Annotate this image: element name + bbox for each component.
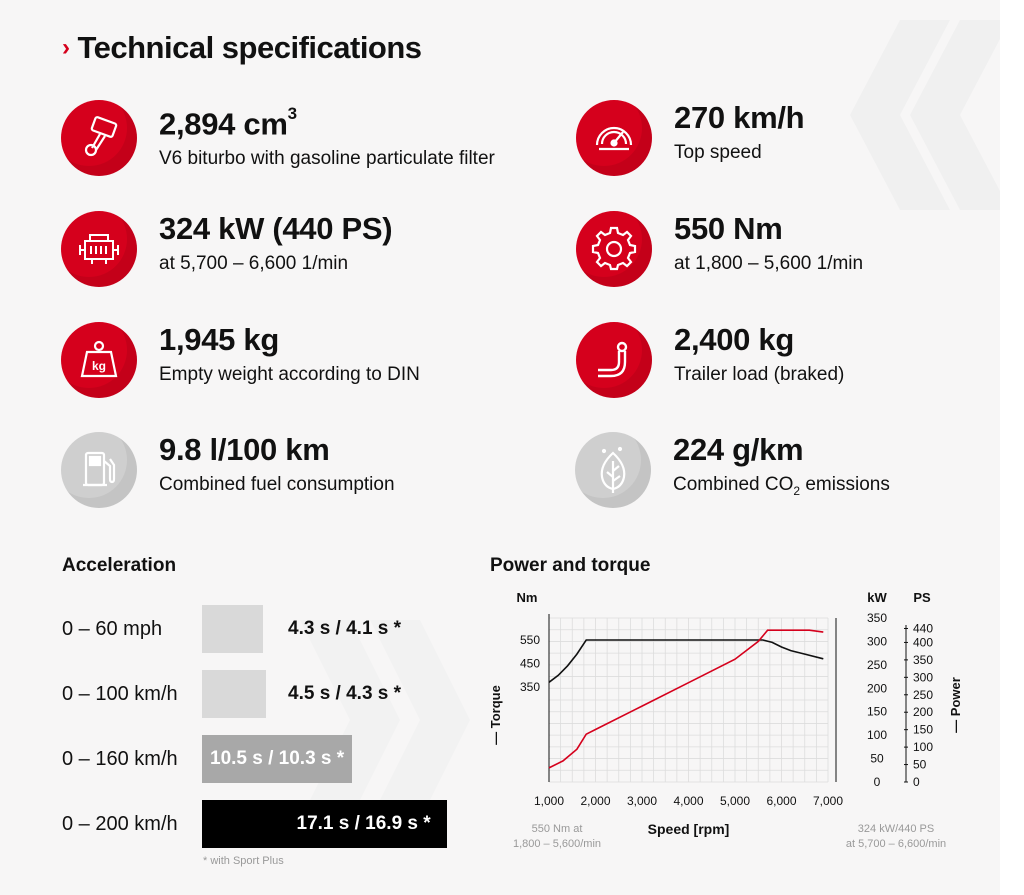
weight-icon: kg [61, 322, 137, 398]
fuel-pump-icon [61, 432, 137, 508]
x-axis-label: Speed [rpm] [648, 821, 730, 837]
acceleration-bar [202, 605, 264, 653]
spec-value: 2,400 kg [674, 322, 794, 357]
chart-title: Power and torque [490, 555, 651, 576]
gear-icon [576, 211, 652, 287]
spec-co2-emissions: 224 g/km Combined CO2 emissions [575, 432, 890, 508]
spec-label: Top speed [674, 142, 762, 163]
series-line-torque [548, 639, 824, 683]
y-axis-label-power: — Power [948, 677, 963, 733]
spec-value: 2,894 cm3 [159, 104, 297, 142]
y-tick-label-ps: 0 [913, 775, 920, 789]
y-axis-unit-ps: PS [913, 590, 931, 605]
y-axis-unit-nm: Nm [517, 590, 538, 605]
x-tick-label: 4,000 [673, 794, 703, 808]
y-tick-label-ps: 350 [913, 653, 933, 667]
chevron-right-icon: › [62, 34, 70, 61]
spec-label: Combined CO2 emissions [673, 474, 890, 498]
spec-displacement: 2,894 cm3 V6 biturbo with gasoline parti… [61, 100, 495, 176]
y-tick-label-kw: 300 [867, 634, 887, 648]
spec-empty-weight: kg 1,945 kg Empty weight according to DI… [61, 322, 420, 398]
y-tick-label-ps: 440 [913, 621, 933, 635]
spec-value: 270 km/h [674, 100, 805, 135]
series-line-power [548, 629, 824, 769]
y-tick-label-kw: 150 [867, 705, 887, 719]
y-tick-label-ps: 200 [913, 705, 933, 719]
acceleration-heading: Acceleration [62, 555, 177, 576]
y-tick-label-kw: 50 [870, 752, 884, 766]
chart-note-torque: 1,800 – 5,600/min [513, 838, 601, 850]
spec-power: 324 kW (440 PS) at 5,700 – 6,600 1/min [61, 211, 393, 287]
spec-label: at 5,700 – 6,600 1/min [159, 253, 349, 274]
acceleration-row: 0 – 200 km/h 17.1 s / 16.9 s * [62, 800, 447, 848]
spec-fuel-consumption: 9.8 l/100 km Combined fuel consumption [61, 432, 395, 508]
acceleration-bar [202, 670, 267, 718]
acceleration-row: 0 – 160 km/h 10.5 s / 10.3 s * [62, 735, 353, 783]
spec-label: Trailer load (braked) [674, 364, 845, 385]
y-tick-label-kw: 0 [874, 775, 881, 789]
spec-label: Empty weight according to DIN [159, 364, 420, 385]
spec-value: 224 g/km [673, 432, 804, 467]
x-tick-label: 7,000 [813, 794, 843, 808]
acceleration-label: 0 – 160 km/h [62, 747, 178, 770]
y-tick-label-kw: 250 [867, 658, 887, 672]
y-tick-label-ps: 150 [913, 723, 933, 737]
footnote: * with Sport Plus [203, 855, 284, 867]
x-tick-label: 1,000 [534, 794, 564, 808]
acceleration-value: 17.1 s / 16.9 s * [296, 813, 431, 834]
acceleration-row: 0 – 100 km/h 4.5 s / 4.3 s * [62, 670, 401, 718]
spec-torque: 550 Nm at 1,800 – 5,600 1/min [576, 211, 863, 287]
acceleration-bar [202, 735, 353, 783]
y-tick-label-ps: 100 [913, 740, 933, 754]
spec-trailer-load: 2,400 kg Trailer load (braked) [576, 322, 844, 398]
spec-value: 550 Nm [674, 211, 783, 246]
background-chevron-icon [850, 20, 1000, 210]
page-title: › Technical specifications [62, 30, 422, 65]
chart-note-torque: 550 Nm at [532, 823, 583, 835]
page-edge [1000, 0, 1024, 895]
acceleration-value: 10.5 s / 10.3 s * [210, 748, 345, 769]
acceleration-label: 0 – 60 mph [62, 617, 163, 640]
acceleration-value: 4.3 s / 4.1 s * [288, 618, 402, 639]
y-tick-label-nm: 350 [520, 680, 540, 694]
x-tick-label: 2,000 [580, 794, 610, 808]
y-tick-label-kw: 350 [867, 611, 887, 625]
engine-icon [61, 211, 137, 287]
leaf-icon [575, 432, 651, 508]
y-tick-label-nm: 550 [520, 633, 540, 647]
spec-label: at 1,800 – 5,600 1/min [674, 253, 864, 274]
acceleration-label: 0 – 100 km/h [62, 682, 178, 705]
spec-label: V6 biturbo with gasoline particulate fil… [159, 148, 495, 170]
y-tick-label-ps: 250 [913, 688, 933, 702]
y-axis-unit-kw: kW [867, 590, 887, 605]
y-tick-label-nm: 450 [520, 657, 540, 671]
speedometer-icon [576, 100, 652, 176]
spec-sheet: › Technical specifications 2,894 cm3 V6 b… [61, 20, 1000, 867]
acceleration-value: 4.5 s / 4.3 s * [288, 683, 402, 704]
x-tick-label: 6,000 [766, 794, 796, 808]
y-tick-label-ps: 400 [913, 635, 933, 649]
spec-value: 324 kW (440 PS) [159, 211, 393, 246]
y-axis-label-torque: — Torque [488, 685, 503, 745]
power-torque-chart: 1,000 2,000 3,000 4,000 5,000 6,000 7,000 Speed… [488, 590, 963, 850]
y-tick-label-ps: 50 [913, 758, 927, 772]
spec-label: Combined fuel consumption [159, 474, 395, 495]
x-tick-label: 5,000 [720, 794, 750, 808]
y-tick-label-kw: 100 [867, 728, 887, 742]
piston-icon [61, 100, 137, 176]
y-tick-label-ps: 300 [913, 670, 933, 684]
spec-value: 9.8 l/100 km [159, 432, 330, 467]
svg-text:kg: kg [92, 359, 106, 373]
x-tick-label: 3,000 [627, 794, 657, 808]
spec-top-speed: 270 km/h Top speed [576, 100, 805, 176]
acceleration-bar [202, 800, 447, 848]
chart-note-power: at 5,700 – 6,600/min [846, 838, 946, 850]
spec-value: 1,945 kg [159, 322, 279, 357]
y-tick-label-kw: 200 [867, 681, 887, 695]
tow-hook-icon [576, 322, 652, 398]
acceleration-label: 0 – 200 km/h [62, 812, 178, 835]
chart-note-power: 324 kW/440 PS [858, 823, 934, 835]
acceleration-row: 0 – 60 mph 4.3 s / 4.1 s * [62, 605, 401, 653]
